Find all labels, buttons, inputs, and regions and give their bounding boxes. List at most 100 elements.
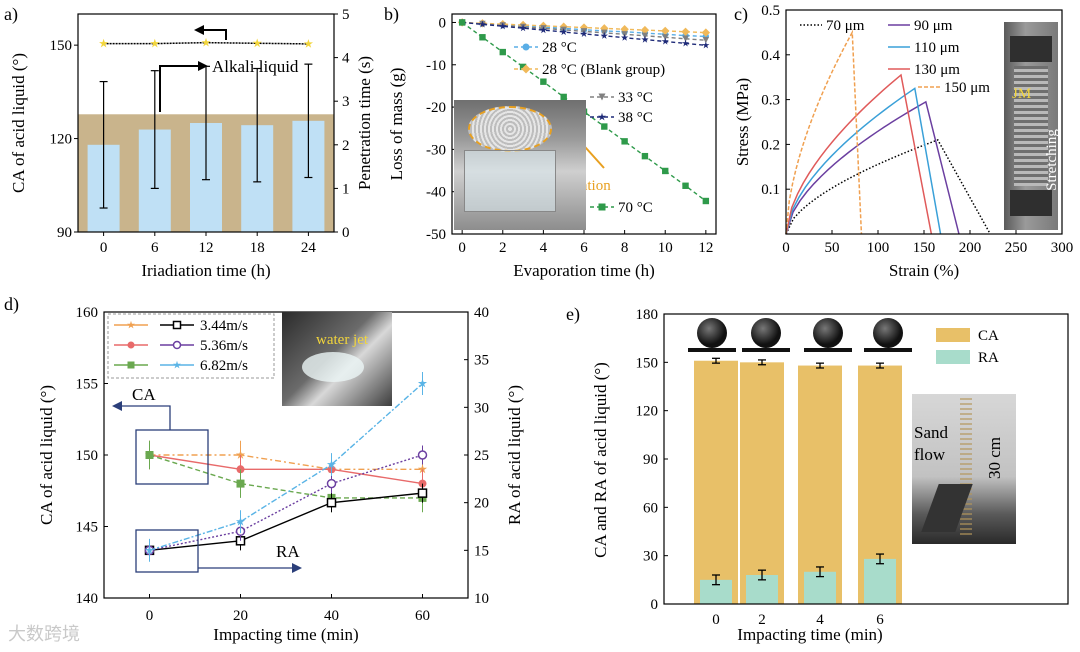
panel-a-ytick-right-label-3: 3: [342, 94, 350, 110]
panel-a-xtick-label-4: 24: [301, 240, 317, 256]
panel-b-point-4-0: [458, 19, 466, 26]
panel-c-xtick-label-3: 150: [913, 240, 936, 256]
panel-b-legend-label-0: 28 °C: [542, 40, 577, 56]
panel-d-ytick-left-label-3: 155: [76, 377, 99, 393]
panel-e-bar-0-2: [798, 365, 842, 604]
panel-e-ytick-label-5: 150: [636, 355, 659, 371]
panel-b-legend-label-4: 70 °C: [618, 200, 653, 216]
panel-c-xtick-label-6: 300: [1051, 240, 1074, 256]
panel-d-xtick-label-3: 60: [415, 608, 430, 624]
panel-b-point-2-9: [641, 32, 649, 39]
panel-b: b) 0 2 4 6 8 10 12 0 -10 -20 -30 -40 -50 28 °C 28 °C (…: [384, 4, 717, 280]
panel-c: c) 0 50 100 150 200 250 300 0.1 0.2 0.3 0.4 0.5 70 μ…: [733, 3, 1073, 280]
panel-d-ca-line-0: [149, 454, 423, 470]
panel-b-legend-marker-4: [598, 203, 606, 211]
panel-b-vapor-arrow: [567, 127, 605, 169]
panel-b-point-4-11: [682, 182, 689, 189]
panel-d-ra-point-2-1: [235, 516, 246, 526]
panel-d-ra-point-0-2: [326, 497, 337, 508]
panel-c-xtick-label-0: 0: [782, 240, 790, 256]
panel-e-xtick-label-2: 4: [816, 612, 824, 628]
panel-e-bar-0-0: [694, 360, 738, 604]
panel-d-ca-box: [135, 429, 209, 485]
panel-d-legend-ca-marker-1: [127, 341, 135, 349]
panel-b-legend-marker-2: [598, 93, 606, 101]
panel-d-ytick-right-label-3: 25: [474, 448, 489, 464]
panel-c-label: c): [734, 4, 748, 25]
panel-b-point-3-11: [681, 39, 690, 47]
panel-e-ytick-label-2: 60: [643, 500, 658, 516]
panel-d-ytick-right-label-5: 35: [474, 353, 489, 369]
panel-a-ca-point-0: [99, 38, 109, 48]
panel-b-legend-label-3: 38 °C: [618, 110, 653, 126]
panel-b-xtick-label-1: 2: [499, 240, 507, 256]
panel-b-legend-label-1: 28 °C (Blank group): [542, 62, 665, 78]
panel-b-ylabel: Loss of mass (g): [387, 68, 406, 181]
panel-d-ytick-right-label-1: 15: [474, 543, 489, 559]
panel-d-annotation-ra: RA: [276, 542, 300, 561]
panel-b-ytick-label-0: 0: [439, 15, 447, 31]
panel-b-point-3-9: [641, 35, 649, 43]
panel-b-point-3-7: [600, 31, 608, 39]
panel-d-ytick-left-label-1: 145: [76, 520, 99, 536]
panel-b-point-4-5: [560, 93, 567, 101]
panel-e-label: e): [566, 304, 580, 325]
panel-e-ytick-label-6: 180: [636, 307, 659, 323]
panel-b-point-4-2: [499, 48, 506, 56]
panel-b-point-2-12: [702, 37, 710, 44]
panel-b-frame: [451, 13, 717, 235]
panel-c-curve-3: [785, 73, 933, 235]
panel-d-ra-point-0-3: [417, 488, 428, 498]
panel-d-ytick-right-label-4: 30: [474, 400, 489, 416]
panel-d-legend-ca-marker-2: [127, 361, 135, 369]
panel-b-ytick-label-4: -40: [426, 185, 446, 201]
panel-b-point-4-12: [702, 197, 710, 205]
panel-c-legend-label-3: 130 μm: [914, 62, 960, 78]
panel-d-legend-ca-marker-0: [127, 320, 135, 329]
panel-e-legend-swatch-0: [936, 328, 970, 342]
panel-b-point-1-12: [701, 28, 711, 37]
panel-e-frame: [663, 313, 1069, 605]
panel-b-point-3-3: [519, 24, 527, 32]
panel-d-ra-line-2: [149, 382, 423, 552]
panel-d-ytick-right-label-0: 10: [474, 591, 489, 607]
panel-a-annotation: Alkali liquid: [212, 57, 299, 76]
panel-c-legend-label-4: 150 μm: [944, 80, 990, 96]
panel-d-legend-ra-marker-0: [172, 320, 182, 330]
panel-b-legend-marker-3: [598, 112, 606, 121]
panel-b-point-1-11: [681, 27, 690, 36]
panel-d-ra-point-1-2: [326, 478, 337, 489]
panel-a-ytick-left-label-2: 150: [50, 38, 73, 54]
panel-d-ra-point-2-0: [144, 545, 155, 555]
panel-b-xlabel: Evaporation time (h): [513, 261, 655, 280]
panel-d-legend-label-0: 3.44m/s: [200, 318, 248, 334]
panel-c-legend-label-1: 90 μm: [914, 18, 953, 34]
panel-a-ca-point-1: [150, 38, 160, 48]
panel-b-point-3-2: [499, 22, 507, 30]
panel-d-ra-point-2-3: [417, 378, 428, 388]
panel-b-point-3-6: [580, 30, 588, 37]
panel-e-ytick-label-4: 120: [636, 404, 659, 420]
panel-b-point-3-8: [621, 33, 629, 41]
panel-a-arrow-ca-head: [194, 25, 204, 35]
panel-d-legend-ra-marker-1: [172, 340, 182, 350]
panel-b-point-1-10: [661, 26, 670, 36]
panel-a-ca-point-2: [201, 37, 211, 47]
panel-a-xlabel: Iriadiation time (h): [141, 261, 270, 280]
panel-d-ca-point-0-1: [235, 450, 246, 459]
panel-d-ytick-right-label-6: 40: [474, 305, 489, 321]
panel-c-ytick-label-2: 0.3: [761, 93, 780, 109]
panel-a-arrow-ca: [198, 29, 227, 40]
panel-b-xtick-label-3: 6: [580, 240, 588, 256]
panel-d-ca-point-2-0: [145, 451, 154, 459]
panel-e-legend-label-0: CA: [978, 328, 999, 344]
panel-b-annotation-vapor: Vapor condensation: [492, 178, 611, 194]
panel-c-curve-2: [785, 87, 942, 235]
panel-d-ytick-left-label-4: 160: [76, 305, 99, 321]
panel-c-ytick-label-1: 0.2: [761, 137, 780, 153]
panel-b-point-4-7: [601, 123, 608, 130]
panel-b-point-3-4: [539, 26, 547, 34]
panel-e-xtick-label-0: 0: [712, 612, 720, 628]
panel-a-ca-point-4: [303, 39, 313, 48]
